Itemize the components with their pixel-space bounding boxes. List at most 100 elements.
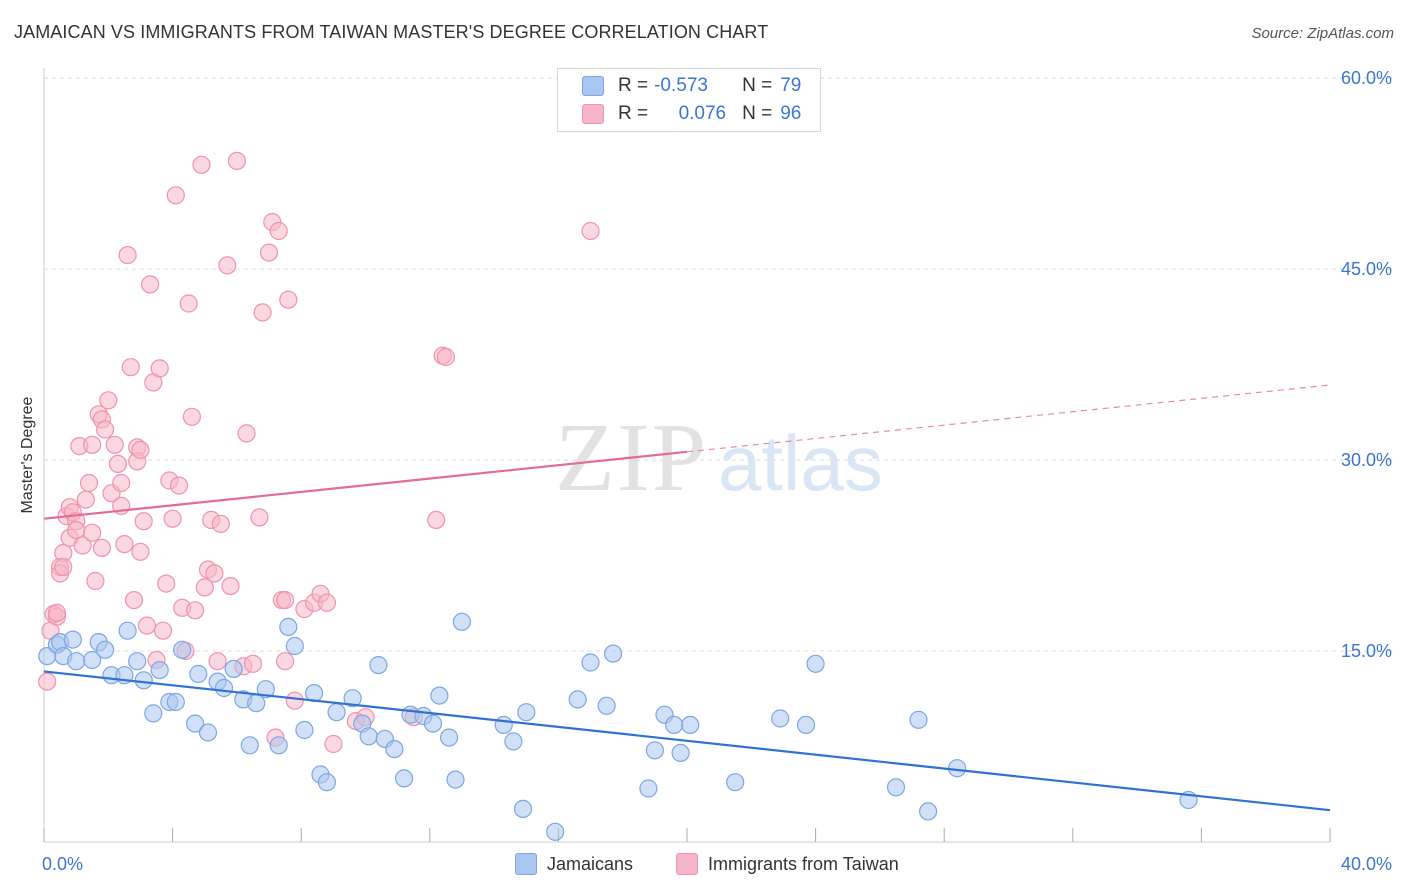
legend-r-label: R = [618, 103, 649, 124]
taiwan-point [250, 508, 269, 527]
jamaican-point [285, 636, 304, 656]
jamaican-point [327, 703, 346, 722]
taiwan-point [427, 510, 446, 530]
jamaican-point [144, 704, 163, 723]
jamaican-point [166, 692, 185, 712]
taiwan-point [112, 473, 131, 493]
taiwan-point [581, 221, 600, 241]
taiwan-point [192, 155, 211, 174]
axes [43, 68, 1331, 843]
jamaican-point [198, 723, 218, 742]
jamaican-point [95, 640, 115, 659]
jamaican-point [909, 710, 928, 729]
jamaican-point [446, 770, 465, 789]
taiwan-point [157, 574, 176, 593]
jamaican-point [581, 653, 600, 672]
legend-r-label: R = [618, 75, 649, 96]
jamaican-point [128, 652, 147, 671]
jamaican-point [671, 743, 690, 763]
jamaican-point [240, 736, 259, 755]
jamaican-point [597, 696, 616, 715]
trend-lines [43, 384, 1331, 812]
chart-title: JAMAICAN VS IMMIGRANTS FROM TAIWAN MASTE… [14, 22, 769, 42]
jamaican-point [224, 659, 243, 679]
taiwan-point [108, 454, 128, 473]
y-tick-label: 60.0% [1341, 68, 1392, 88]
gridlines [44, 77, 1392, 652]
jamaican-points [38, 612, 1198, 841]
jamaican-point [603, 644, 623, 663]
bottom-legend-jamaicans: Jamaicans [515, 852, 633, 876]
watermark: ZIP atlas [555, 404, 883, 512]
taiwan-point [227, 151, 246, 170]
taiwan-point [182, 407, 201, 426]
source-note: Source: ZipAtlas.com [1251, 25, 1394, 42]
taiwan-point [131, 542, 150, 561]
jamaican-point [504, 732, 523, 751]
jamaican-point [63, 630, 83, 649]
taiwan-point [269, 221, 288, 241]
bottom-legend-taiwan: Immigrants from Taiwan [676, 852, 899, 876]
jamaican-point [546, 822, 565, 841]
jamaican-point [517, 703, 536, 722]
jamaican-point [279, 617, 298, 637]
legend-swatch-pink [582, 104, 604, 124]
correlation-legend: R = -0.573 N = 79 R = 0.076 N = 96 [557, 68, 821, 132]
bottom-legend-swatch-pink [676, 853, 698, 875]
taiwan-point [124, 590, 144, 610]
taiwan-points [38, 151, 600, 754]
taiwan-point [92, 538, 112, 558]
jamaican-point [214, 678, 234, 698]
bottom-legend-label-taiwan: Immigrants from Taiwan [708, 853, 899, 874]
tick-labels: 15.0% 30.0% 45.0% 60.0% 0.0% 40.0% [42, 68, 1392, 874]
taiwan-point [205, 564, 224, 583]
jamaican-point [452, 612, 471, 631]
jamaican-point [806, 654, 825, 673]
taiwan-point [218, 256, 237, 275]
watermark-atlas: atlas [718, 419, 883, 507]
jamaican-point [886, 778, 906, 797]
taiwan-point [317, 593, 336, 612]
legend-row-jamaicans: R = -0.573 N = 79 [582, 73, 801, 99]
taiwan-point [73, 536, 92, 555]
legend-row-taiwan: R = 0.076 N = 96 [582, 101, 801, 127]
legend-r-value: 0.076 [678, 103, 727, 124]
taiwan-point [86, 571, 105, 591]
jamaican-point [918, 802, 938, 821]
jamaican-point [317, 773, 336, 792]
taiwan-point [54, 557, 73, 577]
x-tick-label: 40.0% [1341, 854, 1392, 874]
jamaican-point [796, 715, 816, 735]
taiwan-point [76, 490, 95, 509]
jamaican-point [681, 715, 700, 735]
legend-n-value: 79 [780, 75, 802, 96]
taiwan-point [279, 290, 298, 309]
jamaican-point [359, 727, 378, 746]
taiwan-point [221, 576, 240, 596]
taiwan-point [137, 616, 156, 635]
jamaican-point [771, 709, 790, 728]
taiwan-point [38, 672, 57, 691]
taiwan-point [243, 654, 263, 673]
taiwan-point [169, 476, 189, 495]
taiwan-point [324, 734, 343, 754]
taiwan-point [186, 601, 205, 620]
taiwan-point [259, 243, 279, 262]
jamaican-point [67, 652, 86, 671]
jamaican-point [568, 690, 587, 709]
jamaican-point [173, 640, 192, 659]
taiwan-point [179, 294, 198, 313]
jamaican-point [440, 728, 459, 747]
jamaican-point [513, 799, 533, 819]
taiwan-point [211, 514, 230, 533]
legend-r-value: -0.573 [654, 75, 708, 96]
taiwan-point [131, 440, 150, 459]
jamaican-point [430, 686, 449, 705]
jamaican-point [395, 769, 414, 788]
taiwan-point [153, 621, 173, 640]
y-tick-label: 45.0% [1341, 259, 1392, 279]
taiwan-point [95, 420, 115, 439]
taiwan-point [105, 435, 124, 454]
taiwan-point [121, 358, 140, 377]
